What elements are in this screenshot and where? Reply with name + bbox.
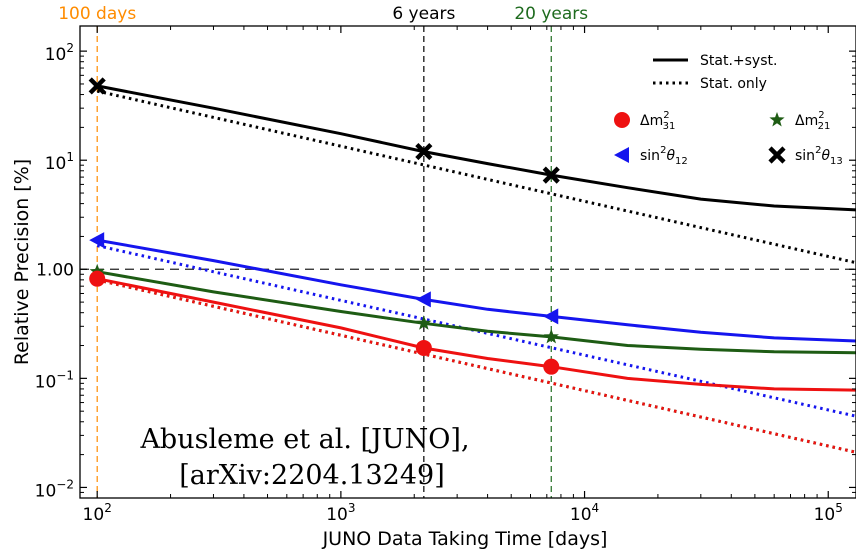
legend-param-label-2: sin2θ12: [640, 145, 688, 167]
series-marker-2-1: [415, 291, 431, 308]
legend-marker-0: [614, 112, 630, 128]
y-axis-label: Relative Precision [%]: [11, 159, 33, 365]
legend-marker-3: [768, 146, 786, 164]
time-marker-label-0: 100 days: [58, 4, 136, 24]
series-marker-6-2: [543, 358, 560, 375]
y-tick-label-3: 101: [45, 150, 74, 174]
series-marker-2-2: [543, 308, 559, 325]
series-marker-4-1: [416, 315, 432, 330]
legend-style-label-1: Stat. only: [700, 76, 767, 92]
legend-param-label-0: Δm2 31: [640, 110, 675, 132]
series-marker-0-0: [88, 77, 106, 95]
series-marker-0-1: [415, 142, 433, 161]
y-tick-label-1: 10−1: [35, 368, 74, 392]
x-tick-label-0: 102: [83, 501, 112, 525]
y-tick-label-2: 1.00: [36, 260, 74, 280]
legend-marker-2: [614, 147, 629, 163]
time-marker-label-2: 20 years: [514, 4, 588, 24]
x-axis-label: JUNO Data Taking Time [days]: [322, 528, 608, 550]
series-line-0: [96, 84, 856, 212]
citation-annotation: Abusleme et al. [JUNO], [arXiv:2204.1324…: [139, 424, 469, 491]
series-line-6: [96, 277, 856, 392]
x-tick-label-1: 103: [326, 501, 355, 525]
y-tick-label-4: 102: [45, 41, 74, 65]
legend-param-label-3: sin2θ13: [795, 145, 843, 167]
series-marker-6-0: [89, 270, 106, 287]
series-marker-4-2: [543, 328, 559, 344]
series-marker-2-0: [89, 232, 105, 249]
citation-line-1: Abusleme et al. [JUNO],: [139, 424, 469, 455]
legend-param-label-1: Δm2 21: [795, 110, 830, 132]
x-tick-label-2: 104: [570, 501, 599, 525]
series-marker-6-1: [415, 339, 432, 356]
x-tick-label-3: 105: [814, 501, 843, 525]
series-marker-0-2: [542, 166, 560, 184]
series-line-2: [96, 238, 856, 343]
plot-frame: [79, 25, 856, 499]
legend-marker-1: [769, 112, 785, 127]
time-marker-label-1: 6 years: [392, 4, 455, 24]
citation-line-2: [arXiv:2204.13249]: [179, 460, 444, 491]
y-tick-label-0: 10−2: [35, 477, 74, 501]
series-line-4: [96, 270, 856, 355]
legend-style-label-0: Stat.+syst.: [700, 53, 777, 69]
